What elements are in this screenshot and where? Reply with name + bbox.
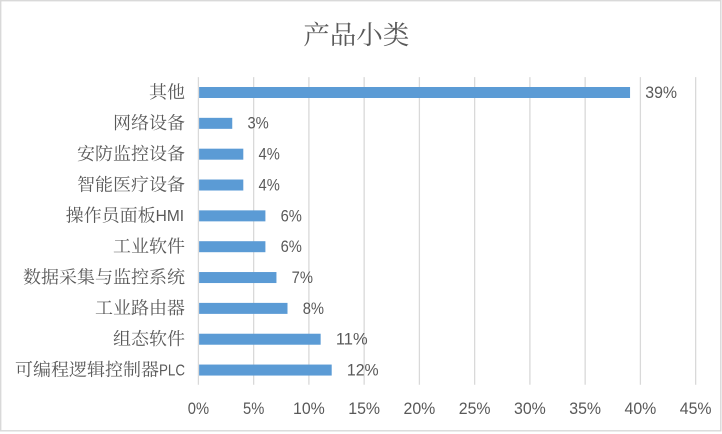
svg-text:7%: 7% (292, 269, 314, 287)
svg-text:PLC: PLC (159, 362, 185, 379)
svg-text:4%: 4% (259, 146, 281, 164)
svg-text:11%: 11% (336, 331, 368, 349)
svg-text:3%: 3% (247, 115, 269, 133)
svg-text:39%: 39% (645, 84, 677, 102)
svg-text:HMI: HMI (156, 208, 184, 225)
svg-text:45%: 45% (680, 400, 712, 418)
svg-text:0%: 0% (188, 400, 210, 418)
svg-text:8%: 8% (303, 300, 325, 318)
svg-text:10%: 10% (293, 400, 325, 418)
svg-text:5%: 5% (243, 400, 265, 418)
svg-text:6%: 6% (281, 238, 303, 256)
svg-text:30%: 30% (514, 400, 546, 418)
svg-text:25%: 25% (459, 400, 491, 418)
svg-text:4%: 4% (259, 176, 281, 194)
svg-text:40%: 40% (625, 400, 657, 418)
svg-text:15%: 15% (348, 400, 380, 418)
svg-text:35%: 35% (569, 400, 601, 418)
svg-text:20%: 20% (404, 400, 436, 418)
svg-text:12%: 12% (347, 361, 379, 379)
svg-text:6%: 6% (281, 207, 303, 225)
